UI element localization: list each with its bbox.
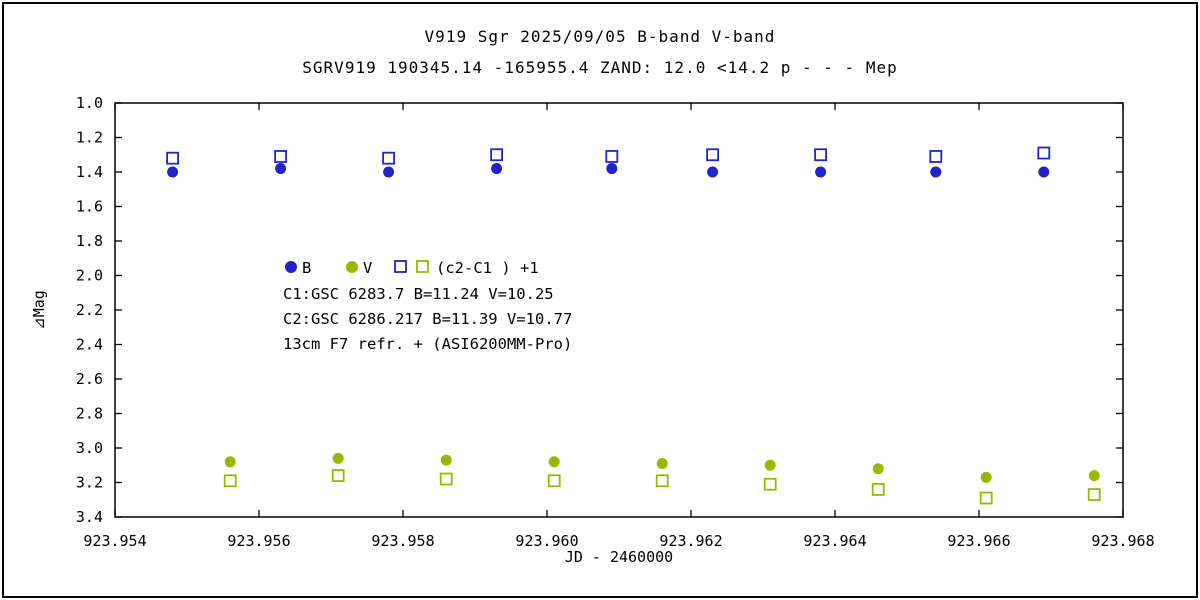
point-v-diff (1087, 488, 1101, 501)
comparison-star-2: C2:GSC 6286.217 B=11.39 V=10.77 (283, 310, 572, 328)
point-v (332, 452, 344, 464)
legend-v-marker-icon (346, 261, 358, 273)
point-v (548, 456, 560, 468)
point-b (275, 163, 287, 175)
y-tick-label: 2.6 (76, 370, 103, 388)
legend-diff-label: (c2-C1 ) +1 (436, 259, 539, 277)
x-tick-label: 923.964 (803, 532, 866, 550)
point-b (1038, 166, 1050, 178)
point-v-diff (871, 482, 885, 496)
chart-legend: B V (c2-C1 ) +1 (285, 259, 539, 277)
point-b (815, 166, 827, 178)
legend-b-label: B (302, 259, 311, 277)
point-v-diff (439, 472, 453, 486)
equipment-note: 13cm F7 refr. + (ASI6200MM-Pro) (283, 335, 572, 353)
y-tick-label: 3.0 (76, 439, 103, 457)
x-tick-label: 923.968 (1091, 532, 1154, 550)
y-tick-label: 1.4 (76, 163, 103, 181)
point-v-diff (223, 474, 237, 488)
x-tick-label: 923.954 (83, 532, 146, 550)
x-axis-label: JD - 2460000 (565, 548, 673, 566)
point-b (707, 166, 719, 178)
point-b-diff (490, 148, 504, 162)
y-axis-label: ⊿Mag (30, 290, 48, 330)
point-b-diff (605, 150, 619, 163)
point-v (980, 471, 992, 483)
chart-subtitle: SGRV919 190345.14 -165955.4 ZAND: 12.0 <… (302, 58, 897, 77)
point-v (1088, 470, 1100, 482)
x-tick-label: 923.956 (227, 532, 290, 550)
x-tick-label: 923.966 (947, 532, 1010, 550)
point-b (491, 163, 503, 175)
legend-v-label: V (363, 259, 372, 277)
y-tick-label: 1.6 (76, 198, 103, 216)
point-b-diff (1037, 146, 1051, 160)
y-tick-label: 2.2 (76, 301, 103, 319)
x-tick-label: 923.958 (371, 532, 434, 550)
point-b-diff (274, 150, 288, 163)
chart-title: V919 Sgr 2025/09/05 B-band V-band (425, 27, 776, 46)
point-v (224, 456, 236, 468)
axis-ticks (114, 102, 1124, 518)
point-v (872, 463, 884, 475)
point-v-diff (547, 474, 561, 488)
point-b-diff (166, 151, 180, 165)
legend-diff-b-marker-icon (394, 260, 407, 273)
point-b (383, 166, 395, 178)
point-b (167, 166, 179, 178)
point-v-diff (763, 477, 777, 491)
y-tick-label: 3.4 (76, 508, 103, 526)
point-v (764, 459, 776, 471)
point-b (606, 163, 618, 175)
data-points (166, 146, 1101, 505)
point-v-diff (655, 474, 669, 488)
point-b-diff (382, 151, 396, 165)
x-tick-label: 923.960 (515, 532, 578, 550)
legend-b-marker-icon (285, 261, 297, 273)
y-tick-label: 2.8 (76, 405, 103, 423)
y-tick-label: 1.8 (76, 232, 103, 250)
point-v-diff (979, 491, 993, 505)
y-tick-label: 2.0 (76, 267, 103, 285)
point-b (930, 166, 942, 178)
comparison-star-1: C1:GSC 6283.7 B=11.24 V=10.25 (283, 285, 554, 303)
y-tick-label: 2.4 (76, 336, 103, 354)
y-tick-label: 1.0 (76, 94, 103, 112)
point-v-diff (331, 469, 345, 483)
legend-diff-v-marker-icon (416, 260, 429, 273)
y-tick-label: 1.2 (76, 129, 103, 147)
point-v (656, 458, 668, 470)
chart-annotations: C1:GSC 6283.7 B=11.24 V=10.25 C2:GSC 628… (283, 285, 572, 353)
point-b-diff (929, 150, 943, 163)
point-v (440, 454, 452, 466)
x-tick-label: 923.962 (659, 532, 722, 550)
point-b-diff (814, 148, 827, 162)
axis-tick-labels: 923.954 923.956 923.958 923.960 923.962 923.9… (76, 94, 1155, 550)
point-b-diff (706, 148, 719, 162)
plot-area (114, 102, 1124, 518)
y-tick-label: 3.2 (76, 474, 103, 492)
